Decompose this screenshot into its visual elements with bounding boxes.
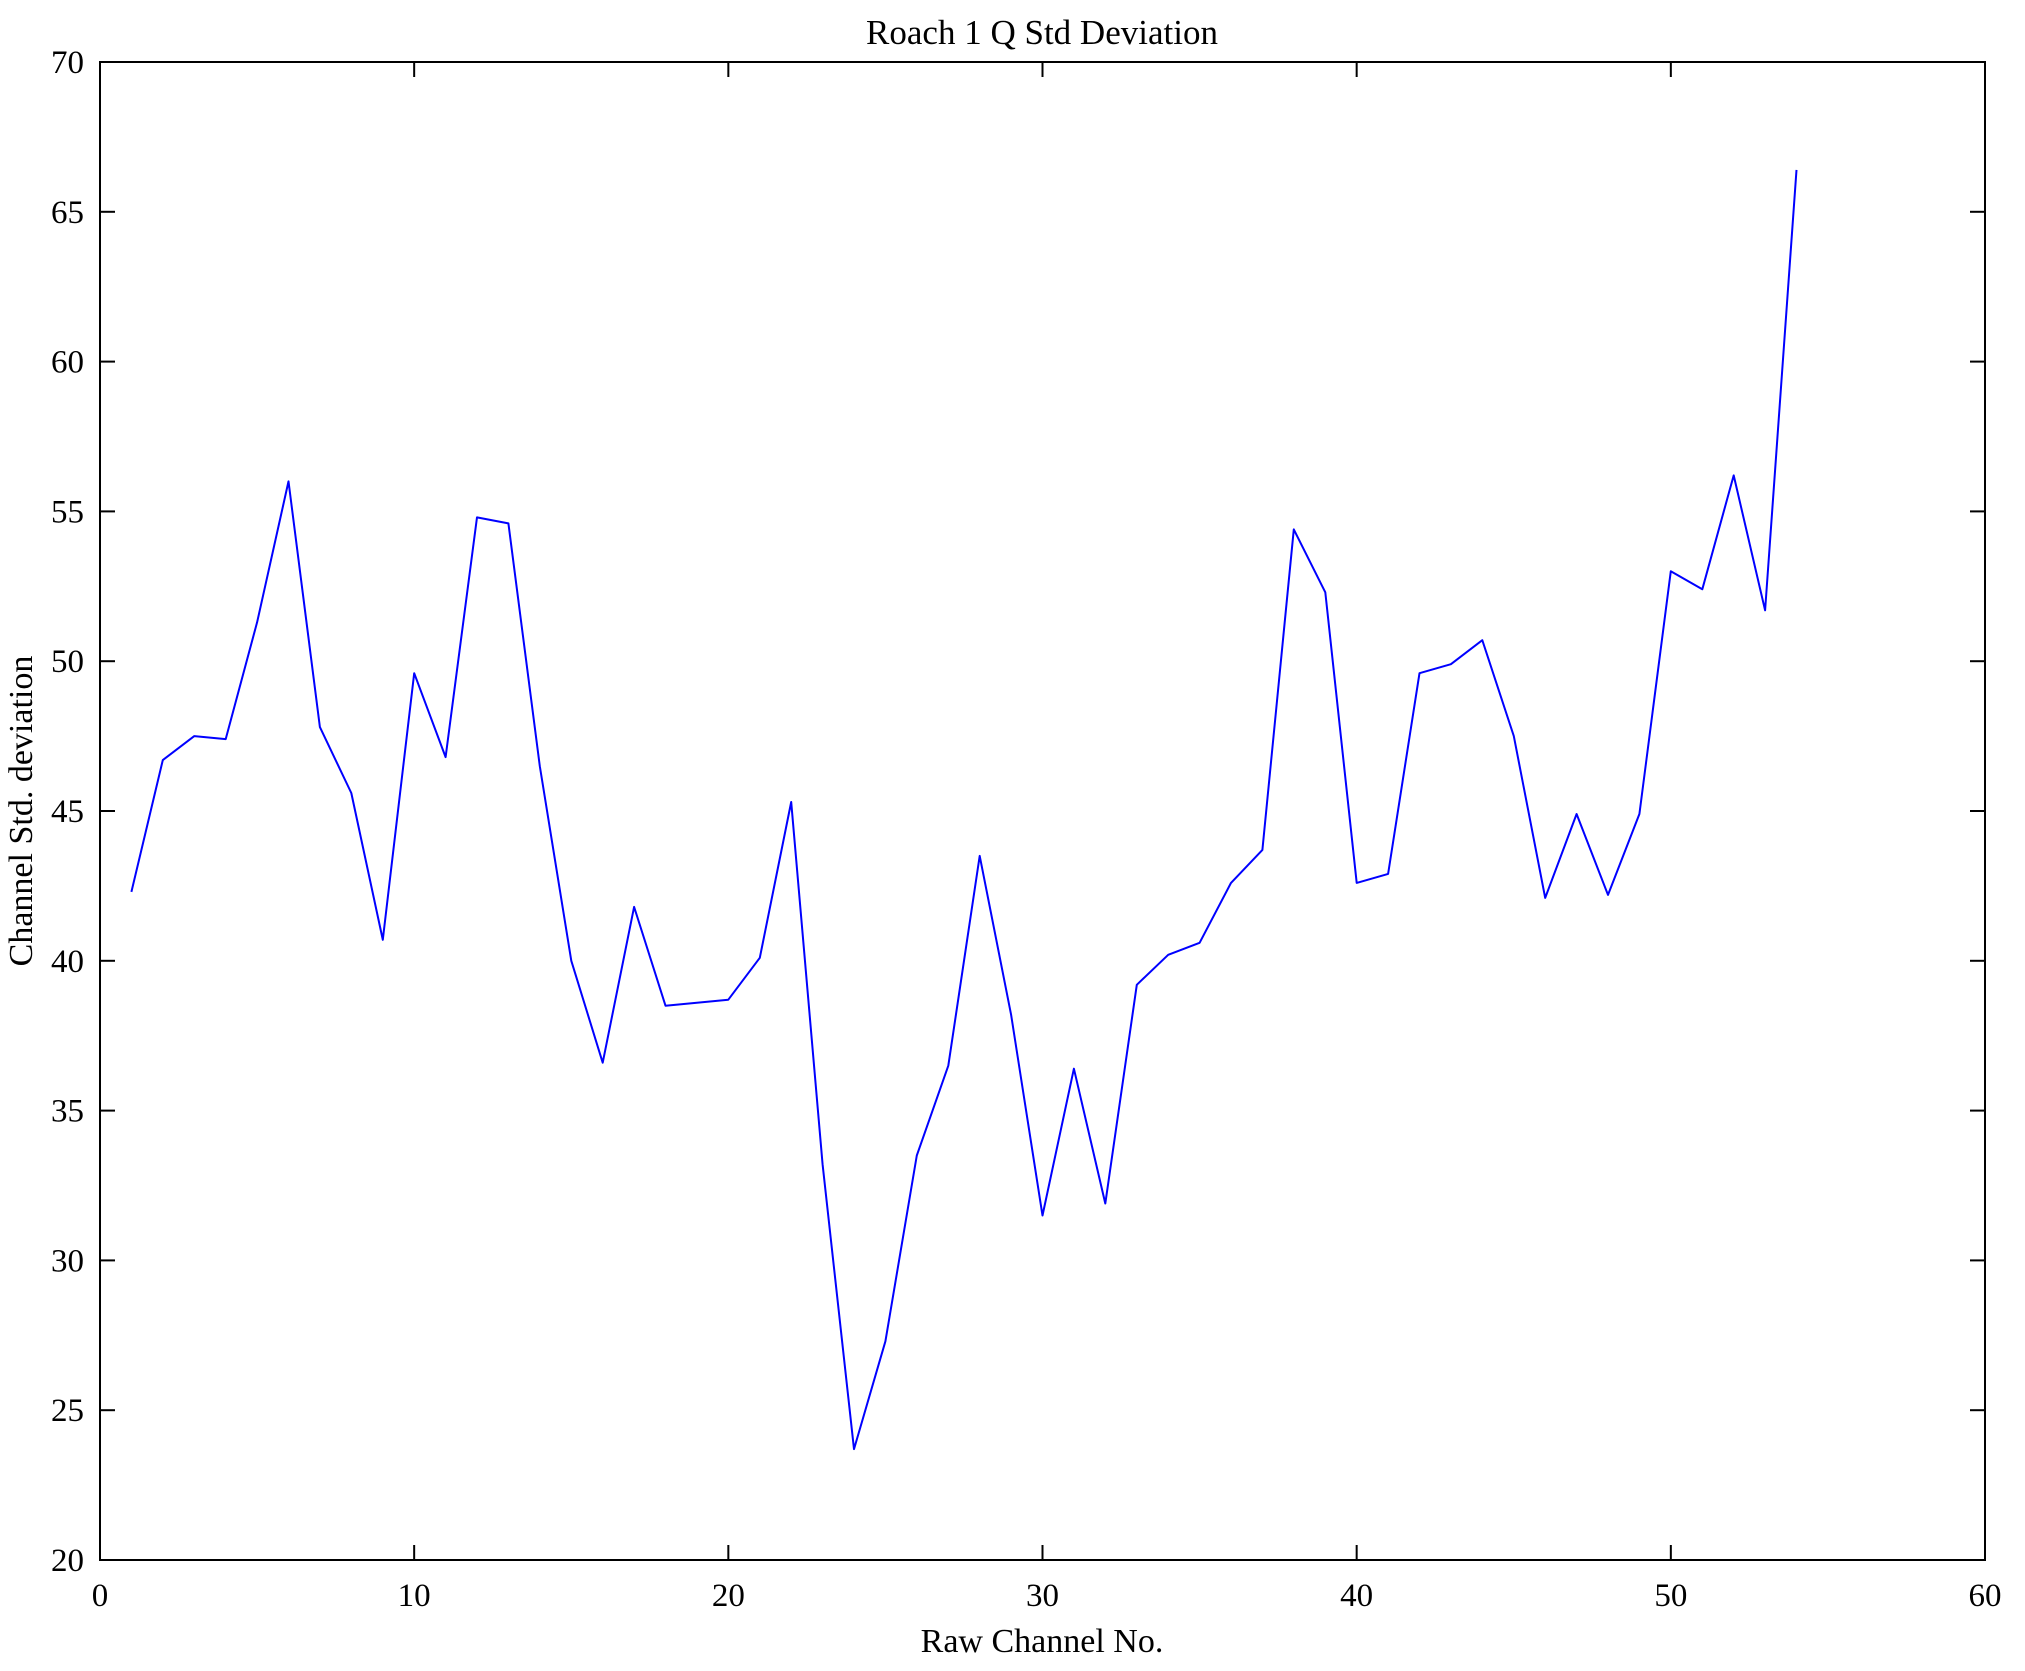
x-tick-label: 0 — [92, 1578, 109, 1614]
y-tick-label: 25 — [51, 1393, 84, 1429]
x-tick-label: 40 — [1340, 1578, 1373, 1614]
data-line — [130, 169, 1798, 1451]
plot-area: 0 10 20 30 40 50 60 20 25 30 35 40 45 50 55 60 65 70 — [51, 45, 2002, 1614]
y-tick-label: 45 — [51, 794, 84, 830]
chart-title: Roach 1 Q Std Deviation — [866, 13, 1218, 52]
y-tick-label: 40 — [51, 944, 84, 980]
x-axis-label: Raw Channel No. — [921, 1623, 1164, 1660]
y-axis-label: Channel Std. deviation — [3, 656, 40, 967]
y-tick-label: 50 — [51, 644, 84, 680]
y-tick-label: 20 — [51, 1543, 84, 1579]
x-tick-label: 20 — [712, 1578, 745, 1614]
plot-frame — [99, 61, 1986, 1561]
x-tick-label: 30 — [1026, 1578, 1059, 1614]
x-tick-label: 60 — [1969, 1578, 2002, 1614]
y-tick-label: 70 — [51, 45, 84, 81]
y-tick-label: 55 — [51, 494, 84, 530]
y-tick-label: 60 — [51, 345, 84, 381]
y-tick-label: 65 — [51, 195, 84, 231]
y-tick-label: 30 — [51, 1243, 84, 1279]
x-tick-label: 10 — [398, 1578, 431, 1614]
x-tick-label: 50 — [1654, 1578, 1687, 1614]
y-tick-label: 35 — [51, 1094, 84, 1130]
